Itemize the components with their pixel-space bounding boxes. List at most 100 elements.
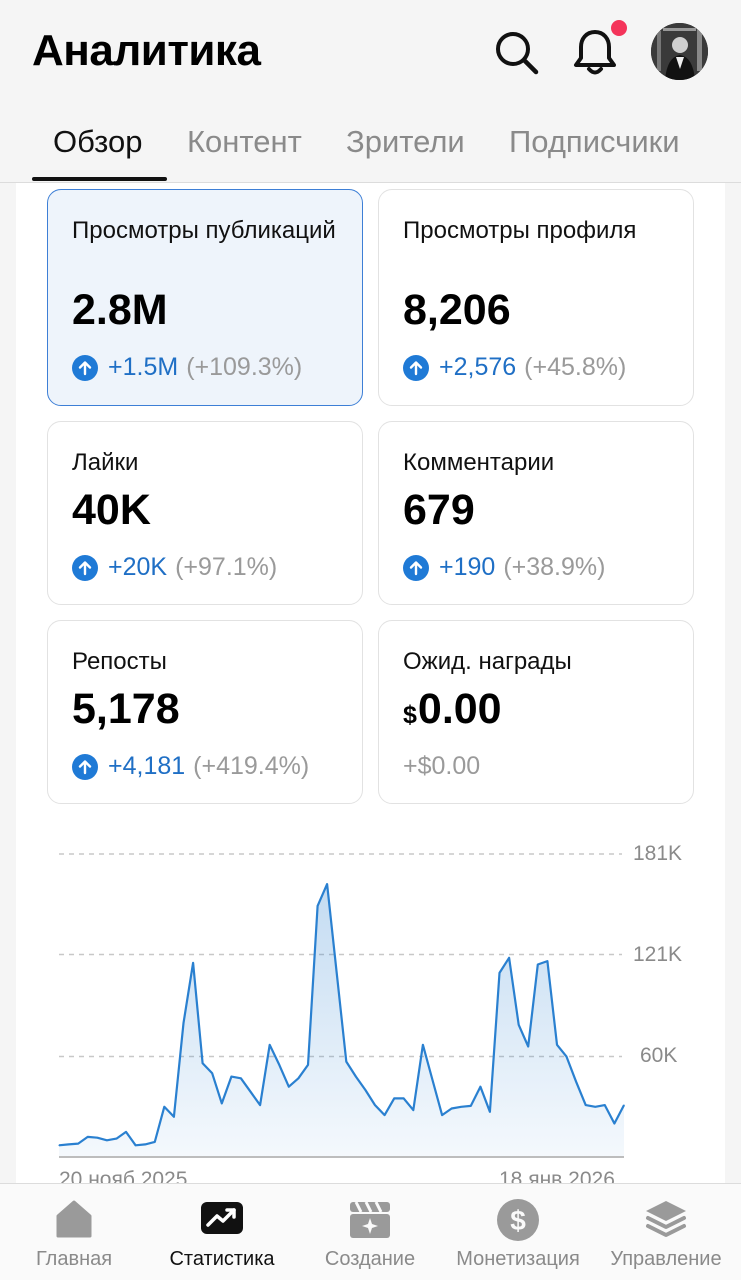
data-point [546,960,549,962]
data-point [393,1097,395,1099]
data-point [556,1044,558,1046]
trending-chart-icon [201,1202,243,1234]
data-point [355,1076,357,1078]
data-point [498,972,501,974]
data-point [412,1109,414,1111]
bottom-nav: Главная Статистика Создание $ Монетизаци… [0,1183,741,1280]
metric-delta: +2,576 (+45.8%) [403,353,626,382]
data-point [470,1105,472,1107]
data-point [479,1086,481,1088]
data-point [278,1064,280,1066]
metric-label: Ожид. награды [403,648,572,675]
tab-followers[interactable]: Подписчики [509,124,680,159]
y-tick-label: 181K [633,842,683,865]
search-icon [496,32,539,75]
arrow-up-icon [403,354,429,381]
data-point [163,1106,165,1108]
data-point [604,1104,606,1106]
layers-icon [646,1201,686,1237]
data-point [345,1061,347,1063]
nav-label: Монетизация [456,1248,580,1270]
metric-card-likes[interactable]: Лайки 40K +20K (+97.1%) [47,421,363,605]
data-point [58,1144,60,1146]
views-chart[interactable]: 181K 121K 60K 20 нояб 2025 18 янв 2026 [0,830,741,1191]
app-header: Аналитика Обзор Контент Зрители Подписчи… [0,0,741,183]
y-tick-label: 60K [640,1044,678,1067]
metric-label: Просмотры профиля [403,217,637,244]
metric-label: Репосты [72,648,167,675]
metric-delta-value: +2,576 [439,353,517,381]
data-point [460,1106,462,1108]
data-point [288,1086,290,1088]
svg-text:$: $ [510,1205,526,1236]
avatar[interactable] [651,23,708,80]
nav-label: Создание [324,1248,416,1270]
data-point [115,1138,118,1140]
data-point [259,1104,261,1106]
metric-delta: +$0.00 [403,752,480,781]
nav-statistics[interactable]: Статистика [148,1184,296,1280]
metric-card-profile-views[interactable]: Просмотры профиля 8,206 +2,576 (+45.8%) [378,189,694,406]
tab-content[interactable]: Контент [187,124,302,159]
metric-value-amount: 0.00 [417,685,502,733]
notifications-button[interactable] [571,26,619,78]
metric-delta-percent: (+45.8%) [524,353,627,381]
data-point [202,1062,204,1064]
data-point [431,1079,434,1081]
data-point [613,1122,616,1125]
metric-value: 40K [72,486,151,534]
data-point [77,1143,79,1145]
nav-create[interactable]: Создание [296,1184,444,1280]
metric-card-post-views[interactable]: Просмотры публикаций 2.8M +1.5M (+109.3%… [47,189,363,406]
dollar-coin-icon: $ [497,1199,539,1241]
data-point [173,1116,175,1118]
metric-delta-percent: (+109.3%) [186,353,303,381]
data-point [240,1077,242,1079]
data-point [623,1104,625,1106]
search-button[interactable] [492,28,540,76]
data-point [106,1139,108,1141]
arrow-up-icon [72,753,98,780]
data-point [135,1144,137,1146]
data-point [374,1104,376,1106]
data-point [317,905,319,907]
tab-bar: Обзор Контент Зрители Подписчики [0,120,741,183]
data-point [441,1114,443,1116]
tab-overview[interactable]: Обзор [53,124,143,159]
data-point [87,1136,89,1138]
data-point [182,1022,185,1024]
data-point [230,1076,232,1078]
nav-label: Управление [610,1248,722,1270]
data-point [537,963,539,966]
metric-delta: +20K (+97.1%) [72,553,277,582]
metric-delta-value: +$0.00 [403,752,481,780]
nav-manage[interactable]: Управление [592,1184,740,1280]
data-point [565,1056,568,1058]
metric-delta: +190 (+38.9%) [403,553,605,582]
data-point [154,1141,156,1143]
data-point [364,1089,366,1091]
active-tab-indicator [32,177,167,181]
metric-delta-percent: (+419.4%) [193,752,310,780]
chart-svg [58,853,625,1158]
metric-delta-value: +190 [439,553,496,581]
data-point [489,1111,491,1113]
metric-delta-percent: (+97.1%) [175,553,278,581]
metric-value: 679 [403,486,475,534]
metric-delta-value: +4,181 [108,752,186,780]
nav-home[interactable]: Главная [0,1184,148,1280]
data-point [384,1114,386,1116]
tab-audience[interactable]: Зрители [346,124,465,159]
data-point [336,972,338,974]
metric-label: Лайки [72,449,139,476]
data-point [518,1024,520,1026]
y-tick-label: 121K [633,943,683,966]
nav-label: Статистика [169,1248,275,1270]
metric-card-expected-rewards[interactable]: Ожид. награды $0.00 +$0.00 [378,620,694,804]
metric-value: 2.8M [72,286,168,334]
avatar-image [651,23,708,80]
metric-card-comments[interactable]: Комментарии 679 +190 (+38.9%) [378,421,694,605]
nav-monetization[interactable]: $ Монетизация [444,1184,592,1280]
nav-label: Главная [35,1248,113,1270]
metric-card-reposts[interactable]: Репосты 5,178 +4,181 (+419.4%) [47,620,363,804]
